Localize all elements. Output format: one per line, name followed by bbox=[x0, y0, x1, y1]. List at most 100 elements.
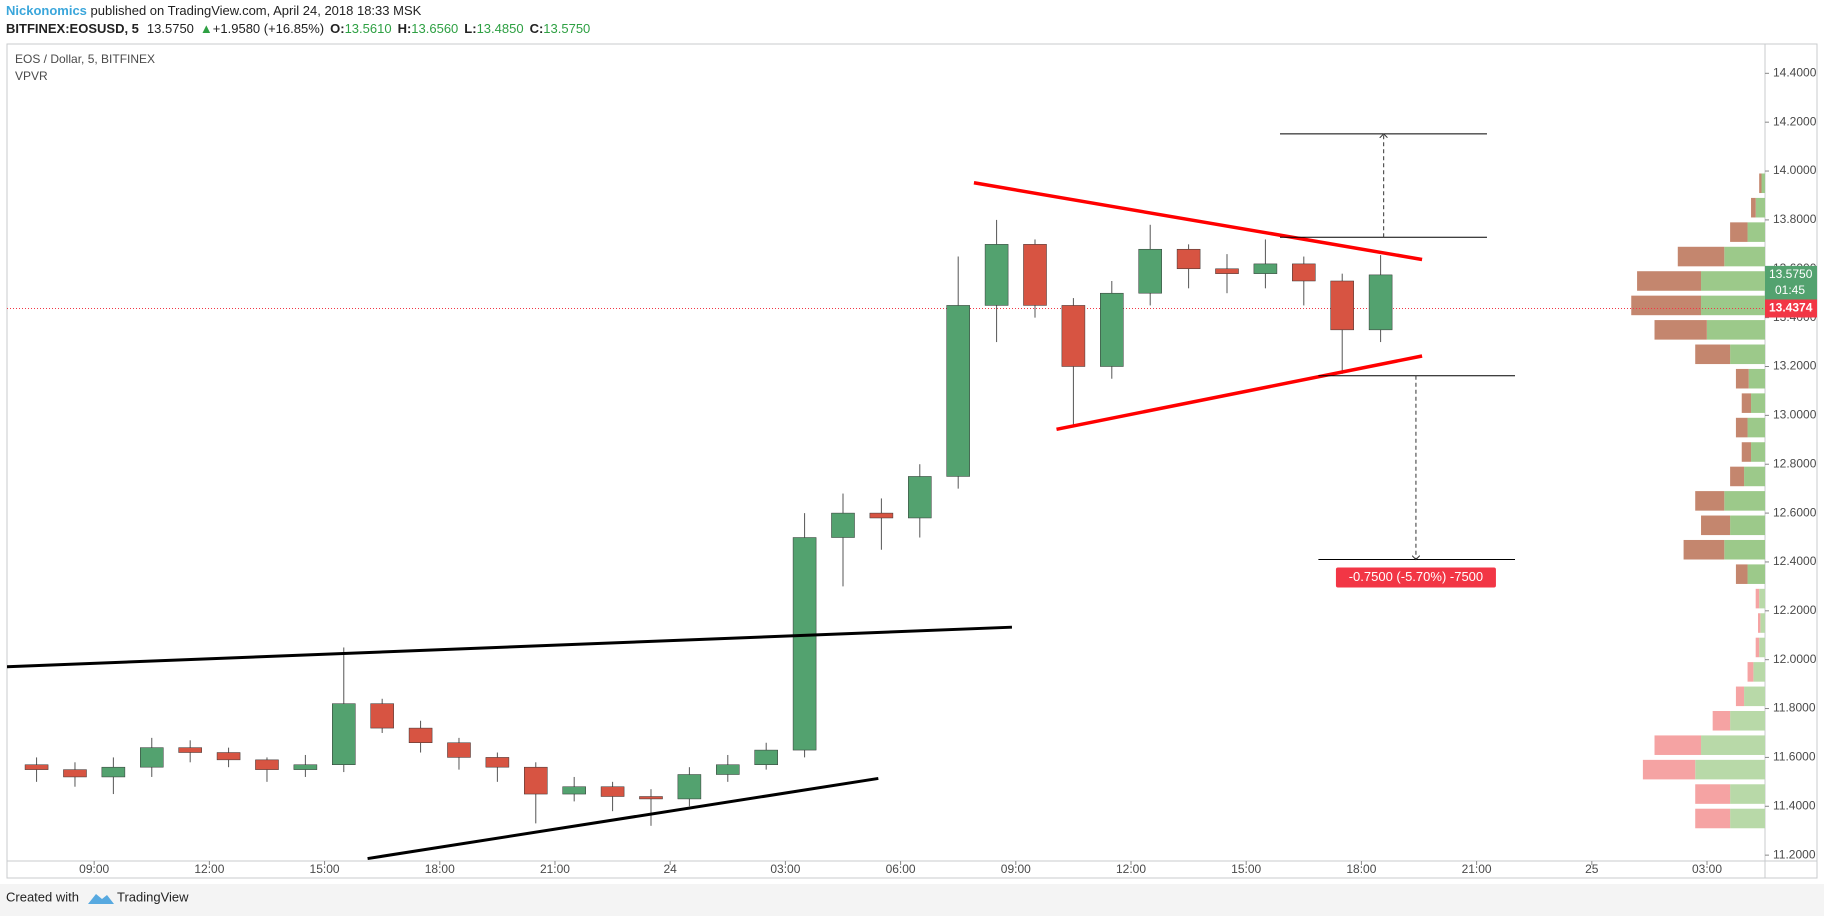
candle-body bbox=[178, 747, 202, 753]
ohlc-value: 13.6560 bbox=[411, 21, 458, 36]
candle-body bbox=[869, 512, 894, 519]
candle-body bbox=[1100, 292, 1124, 367]
volume-down bbox=[1730, 222, 1748, 242]
volume-up bbox=[1701, 295, 1765, 316]
volume-up bbox=[1730, 808, 1765, 829]
ohlc-value: 13.4850 bbox=[477, 21, 524, 36]
candle-body bbox=[1253, 263, 1278, 274]
y-tick-label: 11.6000 bbox=[1773, 750, 1816, 764]
change: +1.9580 (+16.85%) bbox=[213, 21, 324, 36]
volume-up bbox=[1747, 222, 1765, 242]
ohlc: O:13.5610 H:13.6560 L:13.4850 C:13.5750 bbox=[330, 21, 590, 36]
footer-brand[interactable]: TradingView bbox=[117, 889, 189, 904]
candle-body bbox=[754, 749, 778, 765]
y-tick-label: 12.2000 bbox=[1773, 603, 1817, 617]
y-tick-label: 12.6000 bbox=[1773, 505, 1817, 519]
x-tick-label: 21:00 bbox=[1462, 862, 1492, 876]
volume-down bbox=[1654, 320, 1707, 340]
volume-down bbox=[1701, 515, 1731, 536]
x-tick-label: 15:00 bbox=[1231, 862, 1261, 876]
measure-label: -0.7500 (-5.70%) -7500 bbox=[1349, 569, 1483, 584]
volume-down bbox=[1735, 564, 1748, 584]
candle-body bbox=[677, 774, 702, 800]
volume-down bbox=[1751, 197, 1756, 218]
volume-down bbox=[1695, 808, 1731, 829]
candle-body bbox=[562, 786, 586, 795]
volume-down bbox=[1741, 393, 1752, 413]
volume-up bbox=[1760, 613, 1765, 633]
volume-down bbox=[1695, 344, 1731, 365]
x-tick-label: 25 bbox=[1585, 862, 1599, 876]
candle-body bbox=[1138, 248, 1162, 294]
y-tick-label: 12.8000 bbox=[1773, 456, 1817, 470]
volume-down bbox=[1747, 662, 1754, 682]
x-tick-label: 24 bbox=[664, 862, 678, 876]
x-tick-label: 03:00 bbox=[1692, 862, 1722, 876]
volume-up bbox=[1744, 686, 1765, 707]
volume-up bbox=[1744, 466, 1765, 487]
footer-created: Created with bbox=[6, 889, 79, 904]
y-tick-label: 12.0000 bbox=[1773, 652, 1817, 666]
x-tick-label: 09:00 bbox=[1001, 862, 1031, 876]
volume-up bbox=[1695, 759, 1765, 780]
candle-body bbox=[831, 512, 855, 538]
candle-body bbox=[140, 747, 164, 768]
volume-down bbox=[1735, 417, 1748, 438]
author[interactable]: Nickonomics bbox=[6, 3, 87, 18]
volume-up bbox=[1748, 368, 1765, 389]
ohlc-label: C: bbox=[530, 21, 544, 36]
volume-down bbox=[1677, 246, 1725, 267]
y-tick-label: 11.2000 bbox=[1773, 847, 1816, 861]
y-tick-label: 14.2000 bbox=[1773, 114, 1817, 128]
candle-body bbox=[216, 752, 241, 761]
chart-frame bbox=[6, 43, 1818, 879]
volume-down bbox=[1642, 759, 1696, 780]
header-line-1: Nickonomics published on TradingView.com… bbox=[6, 3, 422, 18]
y-tick-label: 13.2000 bbox=[1773, 359, 1817, 373]
candle-body bbox=[24, 764, 49, 770]
volume-down bbox=[1730, 466, 1745, 487]
volume-down bbox=[1695, 491, 1725, 511]
candle-body bbox=[1023, 244, 1047, 306]
ohlc-label: H: bbox=[398, 21, 412, 36]
published: published on TradingView.com, April 24, … bbox=[87, 3, 422, 18]
volume-down bbox=[1755, 588, 1760, 609]
indicator-name: VPVR bbox=[15, 69, 48, 83]
volume-down bbox=[1741, 442, 1752, 462]
candle-body bbox=[1176, 248, 1201, 270]
drawing-line bbox=[973, 181, 1423, 262]
symbol: BITFINEX:EOSUSD, 5 bbox=[6, 21, 139, 36]
volume-down bbox=[1683, 539, 1725, 560]
candle-body bbox=[792, 537, 817, 751]
volume-up bbox=[1753, 662, 1765, 682]
y-tick-label: 14.0000 bbox=[1773, 163, 1817, 177]
candle-body bbox=[524, 766, 548, 795]
candle-body bbox=[946, 305, 970, 477]
countdown: 01:45 bbox=[1775, 283, 1805, 297]
x-tick-label: 06:00 bbox=[886, 862, 916, 876]
footer-bar bbox=[0, 884, 1824, 916]
candle-body bbox=[716, 764, 740, 775]
volume-up bbox=[1724, 246, 1765, 267]
marker-price-label: 13.4374 bbox=[1769, 301, 1813, 315]
volume-down bbox=[1735, 686, 1745, 707]
y-tick-label: 14.4000 bbox=[1773, 65, 1817, 79]
candle-body bbox=[1368, 274, 1393, 331]
volume-down bbox=[1759, 173, 1762, 194]
measure-label-box bbox=[1335, 567, 1496, 588]
x-tick-label: 12:00 bbox=[1116, 862, 1146, 876]
marker-price-tag bbox=[1765, 299, 1817, 318]
drawing-line bbox=[1056, 354, 1423, 432]
x-tick-label: 18:00 bbox=[1346, 862, 1376, 876]
arrow: ▲ bbox=[200, 21, 213, 36]
candle-body bbox=[639, 796, 663, 800]
volume-up bbox=[1724, 539, 1765, 560]
candle-body bbox=[1215, 268, 1239, 274]
volume-down bbox=[1695, 784, 1731, 804]
volume-down bbox=[1758, 613, 1761, 633]
volume-up bbox=[1759, 637, 1765, 658]
volume-up bbox=[1747, 564, 1765, 584]
y-tick-label: 11.4000 bbox=[1773, 798, 1816, 812]
